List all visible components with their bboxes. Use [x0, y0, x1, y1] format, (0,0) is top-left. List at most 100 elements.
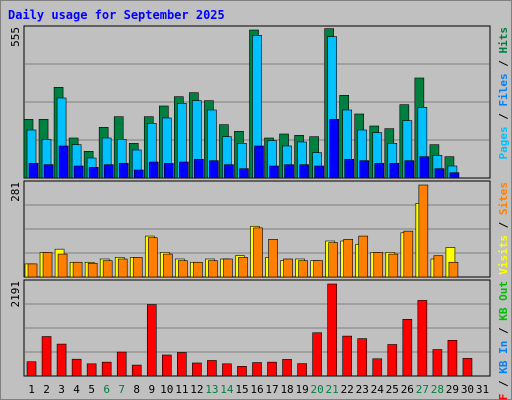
bar — [222, 363, 232, 377]
x-tick-label: 3 — [58, 383, 65, 396]
x-tick-label: 10 — [160, 383, 173, 396]
x-axis-labels: 1 2 3 4 5 6 7 8 9 10 11 12 13 14 15 16 17 18 19 20 21 22 23 24 2… — [28, 383, 489, 396]
bar — [239, 168, 249, 179]
x-tick-label: 16 — [250, 383, 263, 396]
bar — [389, 163, 400, 179]
series-sites — [27, 184, 459, 278]
x-tick-label: 20 — [311, 383, 324, 396]
x-tick-label: 13 — [205, 383, 218, 396]
x-tick-label: 8 — [133, 383, 140, 396]
bar — [192, 362, 202, 377]
x-tick-label: 28 — [431, 383, 444, 396]
bar — [417, 300, 428, 377]
bar — [359, 160, 370, 179]
x-tick-label: 17 — [265, 383, 278, 396]
x-tick-label: 30 — [461, 383, 474, 396]
legend-entry: Files — [497, 73, 510, 106]
bar — [374, 163, 385, 179]
bar — [328, 242, 338, 278]
bar — [387, 344, 398, 377]
bar — [131, 364, 142, 377]
bar — [267, 361, 277, 377]
legend-entry: / — [497, 374, 510, 394]
series-files — [26, 35, 458, 179]
ymax-label-top: 555 — [9, 27, 22, 47]
bar — [329, 119, 339, 179]
bar — [358, 235, 369, 278]
bar — [71, 358, 82, 377]
bar — [26, 361, 37, 377]
x-tick-label: 14 — [220, 383, 234, 396]
bar — [403, 230, 414, 278]
bar — [88, 167, 99, 179]
legend-entry: KB Out — [497, 281, 510, 321]
bar — [207, 360, 217, 377]
legend-entry: Pages — [497, 126, 510, 159]
legend-entry: Visits — [497, 235, 510, 275]
bar — [118, 163, 129, 179]
x-tick-label: 11 — [175, 383, 188, 396]
legend-entry: / — [497, 54, 510, 74]
bar — [418, 184, 429, 278]
bar — [268, 239, 278, 278]
bar — [72, 261, 83, 278]
series-pages — [28, 119, 460, 179]
bar — [327, 283, 337, 377]
x-tick-label: 9 — [148, 383, 155, 396]
bar — [208, 260, 218, 278]
bar — [314, 165, 324, 179]
bar — [357, 338, 368, 377]
bar — [282, 359, 292, 377]
bar — [224, 164, 234, 179]
ymax-label-middle: 281 — [9, 182, 22, 202]
bar — [419, 156, 430, 179]
chart-panels: 555 Pages / Files / Hits 281 Visits / Sites… — [9, 25, 510, 400]
bar — [132, 257, 143, 278]
bar — [163, 253, 173, 278]
bar — [147, 237, 158, 278]
bar — [433, 255, 444, 278]
bar — [162, 354, 172, 377]
x-tick-label: 18 — [280, 383, 293, 396]
legend-entry: Hits — [497, 27, 510, 54]
bar — [42, 252, 53, 278]
bar — [402, 319, 413, 377]
series-kb-f — [26, 283, 473, 377]
legend-entry: Sites — [497, 182, 510, 215]
bar — [86, 363, 97, 377]
bar — [178, 260, 188, 278]
legend-entry: KB F — [497, 394, 510, 400]
x-tick-label: 12 — [190, 383, 203, 396]
bar — [133, 169, 144, 179]
panel-middle: 281 Visits / Sites — [9, 180, 510, 278]
bar — [146, 304, 157, 377]
bar — [43, 164, 54, 179]
bar — [343, 239, 353, 278]
bar — [57, 253, 68, 278]
bar — [434, 168, 445, 179]
bar — [284, 164, 294, 179]
bar — [269, 165, 279, 179]
x-tick-label: 24 — [371, 383, 385, 396]
bar — [209, 160, 219, 179]
x-tick-label: 26 — [401, 383, 414, 396]
bar — [87, 262, 98, 278]
x-tick-label: 27 — [416, 383, 429, 396]
bar — [253, 227, 263, 278]
bar — [102, 260, 113, 278]
bar — [237, 366, 247, 377]
bar — [252, 362, 262, 377]
bar — [449, 172, 460, 179]
bar — [462, 358, 473, 377]
chart-title: Daily usage for September 2025 — [8, 8, 225, 22]
bar — [103, 164, 114, 179]
legend-entry: / — [497, 107, 510, 127]
bar — [312, 332, 322, 377]
bar — [447, 340, 458, 377]
x-tick-label: 23 — [356, 383, 369, 396]
bar — [313, 260, 323, 278]
bar — [101, 361, 112, 377]
bar — [283, 258, 293, 278]
x-tick-label: 19 — [295, 383, 308, 396]
